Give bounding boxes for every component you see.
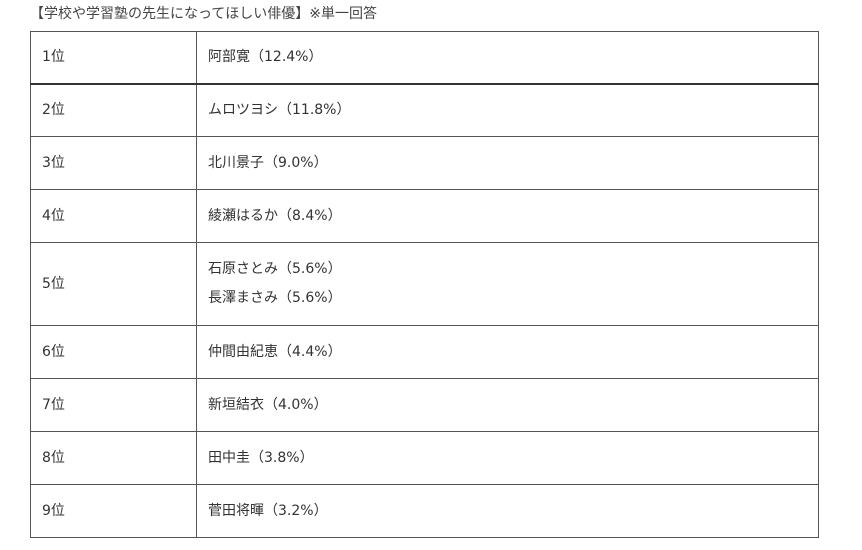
rank-cell: 6位 <box>30 325 197 379</box>
actor-cell: 菅田将暉（3.2%） <box>196 484 819 538</box>
table-row: 4位 綾瀬はるか（8.4%） <box>30 189 819 243</box>
rank-cell: 8位 <box>30 431 197 485</box>
rank-cell: 2位 <box>30 83 197 137</box>
table-caption: 【学校や学習塾の先生になってほしい俳優】※単一回答 <box>30 6 378 22</box>
actor-cell: 阿部寛（12.4%） <box>196 31 819 85</box>
table-row: 6位 仲間由紀恵（4.4%） <box>30 325 819 379</box>
table-row: 9位 菅田将暉（3.2%） <box>30 484 819 538</box>
actor-cell: 田中圭（3.8%） <box>196 431 819 485</box>
actor-cell: 仲間由紀恵（4.4%） <box>196 325 819 379</box>
rank-cell: 9位 <box>30 484 197 538</box>
table-row: 3位 北川景子（9.0%） <box>30 136 819 190</box>
rank-cell: 7位 <box>30 378 197 432</box>
table-row: 2位 ムロツヨシ（11.8%） <box>30 83 819 137</box>
actor-cell: ムロツヨシ（11.8%） <box>196 83 819 137</box>
actor-name: 石原さとみ（5.6%） <box>208 261 342 277</box>
table-row: 1位 阿部寛（12.4%） <box>30 31 819 85</box>
actor-cell: 石原さとみ（5.6%） 長澤まさみ（5.6%） <box>196 242 819 326</box>
actor-cell: 綾瀬はるか（8.4%） <box>196 189 819 243</box>
table-row: 7位 新垣結衣（4.0%） <box>30 378 819 432</box>
ranking-table: 1位 阿部寛（12.4%） 2位 ムロツヨシ（11.8%） 3位 北川景子（9.… <box>30 31 819 538</box>
actor-name: 長澤まさみ（5.6%） <box>208 290 342 306</box>
actor-cell: 新垣結衣（4.0%） <box>196 378 819 432</box>
rank-cell: 3位 <box>30 136 197 190</box>
table-row: 5位 石原さとみ（5.6%） 長澤まさみ（5.6%） <box>30 242 819 326</box>
actor-cell: 北川景子（9.0%） <box>196 136 819 190</box>
rank-cell: 5位 <box>30 242 197 326</box>
table-row: 8位 田中圭（3.8%） <box>30 431 819 485</box>
rank-cell: 1位 <box>30 31 197 85</box>
rank-cell: 4位 <box>30 189 197 243</box>
